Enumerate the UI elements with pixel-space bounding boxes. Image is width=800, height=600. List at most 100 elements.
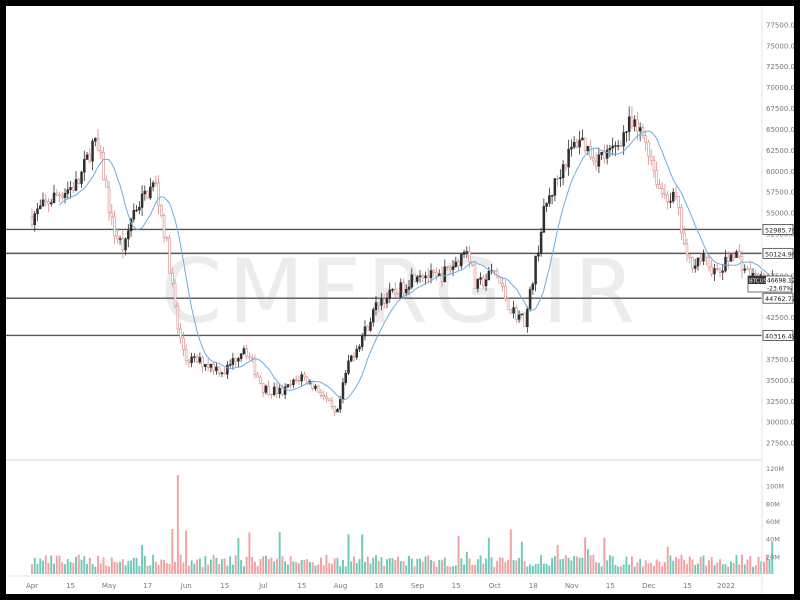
volume-bar (474, 565, 477, 574)
volume-bar (570, 560, 573, 574)
volume-bar (347, 534, 350, 574)
candle-body (338, 399, 342, 410)
volume-bar (113, 562, 116, 574)
volume-bar (471, 564, 474, 574)
volume-bar (424, 556, 427, 574)
volume-bar (267, 558, 270, 574)
candle-body (526, 308, 529, 327)
candle-body (300, 374, 303, 382)
candle-body (83, 159, 86, 173)
volume-bar (727, 566, 730, 574)
volume-bar (666, 546, 669, 574)
candle-body (407, 286, 411, 290)
candle-body (457, 261, 460, 267)
candle-body (652, 160, 656, 171)
candle-body (355, 348, 358, 358)
volume-bar (353, 556, 355, 574)
volume-bar (58, 555, 61, 574)
candle-body (663, 193, 667, 196)
symbol-badge (748, 276, 766, 285)
volume-bar (636, 562, 639, 574)
candle-body (721, 270, 724, 273)
volume-bar (110, 557, 113, 574)
volume-bar (388, 558, 391, 574)
candle-body (149, 186, 152, 199)
y-tick-label: 30000.00 (766, 419, 794, 427)
volume-bar (292, 561, 295, 574)
candle-body (638, 127, 642, 132)
volume-tick-label: 20M (766, 553, 780, 561)
candle-body (443, 266, 447, 283)
volume-bar (586, 549, 589, 574)
candle-body (105, 179, 108, 188)
candle-body (680, 207, 683, 234)
volume-bar (713, 565, 716, 574)
volume-bar (559, 559, 562, 574)
volume-bar (754, 565, 757, 574)
candle-body (294, 379, 298, 381)
volume-bar (573, 556, 576, 574)
candle-body (311, 380, 314, 389)
volume-bar (366, 556, 369, 574)
x-tick-label: 15 (683, 582, 692, 590)
volume-bar (617, 566, 620, 574)
candle-body (314, 385, 317, 389)
volume-bar (248, 532, 251, 574)
candle-body (160, 204, 163, 216)
candle-body (677, 196, 680, 208)
volume-bar (364, 561, 366, 574)
volume-bar (705, 565, 708, 574)
candle-body (275, 386, 279, 394)
candle-body (94, 138, 97, 142)
volume-bar (237, 538, 240, 574)
volume-bar (592, 554, 595, 574)
volume-bar (135, 557, 138, 574)
volume-bar (529, 564, 532, 574)
volume-bar (721, 564, 724, 574)
y-tick-label: 57500.00 (766, 189, 794, 197)
candle-body (38, 205, 42, 210)
candle-body (66, 189, 70, 194)
volume-tick-label: 120M (766, 465, 784, 473)
volume-bar (102, 557, 105, 574)
volume-bar (606, 560, 609, 574)
volume-bar (218, 564, 221, 574)
volume-bar (600, 566, 603, 574)
volume-bar (468, 558, 471, 574)
volume-bar (223, 558, 226, 574)
volume-bar (245, 556, 248, 574)
y-tick-label: 72500.00 (766, 63, 794, 71)
candle-body (729, 254, 733, 262)
candle-body (685, 243, 689, 255)
volume-bar (443, 557, 446, 574)
volume-tick-label: 60M (766, 518, 780, 526)
volume-bar (501, 557, 504, 574)
volume-bar (61, 562, 64, 574)
candle-body (396, 293, 400, 298)
volume-bar (399, 561, 402, 574)
volume-bar (179, 554, 182, 574)
volume-bar (564, 555, 567, 574)
volume-bar (680, 554, 683, 574)
volume-bar (130, 560, 133, 574)
candle-body (484, 279, 488, 287)
candle-body (157, 182, 160, 206)
x-tick-label: 15 (606, 582, 615, 590)
volume-bar (446, 565, 449, 574)
volume-bar (691, 559, 694, 574)
volume-bar (520, 541, 523, 574)
volume-bar (509, 529, 512, 574)
volume-bar (119, 561, 122, 574)
candle-body (165, 236, 169, 239)
volume-bar (289, 556, 292, 574)
candle-body (193, 356, 196, 358)
volume-bar (273, 561, 276, 574)
volume-bar (674, 557, 677, 574)
candle-body (176, 305, 180, 330)
y-tick-label: 65000.00 (766, 126, 794, 134)
candle-body (118, 238, 122, 240)
candle-body (330, 400, 334, 407)
candle-body (504, 286, 507, 299)
candle-body (30, 216, 34, 226)
volume-bar (91, 564, 94, 574)
